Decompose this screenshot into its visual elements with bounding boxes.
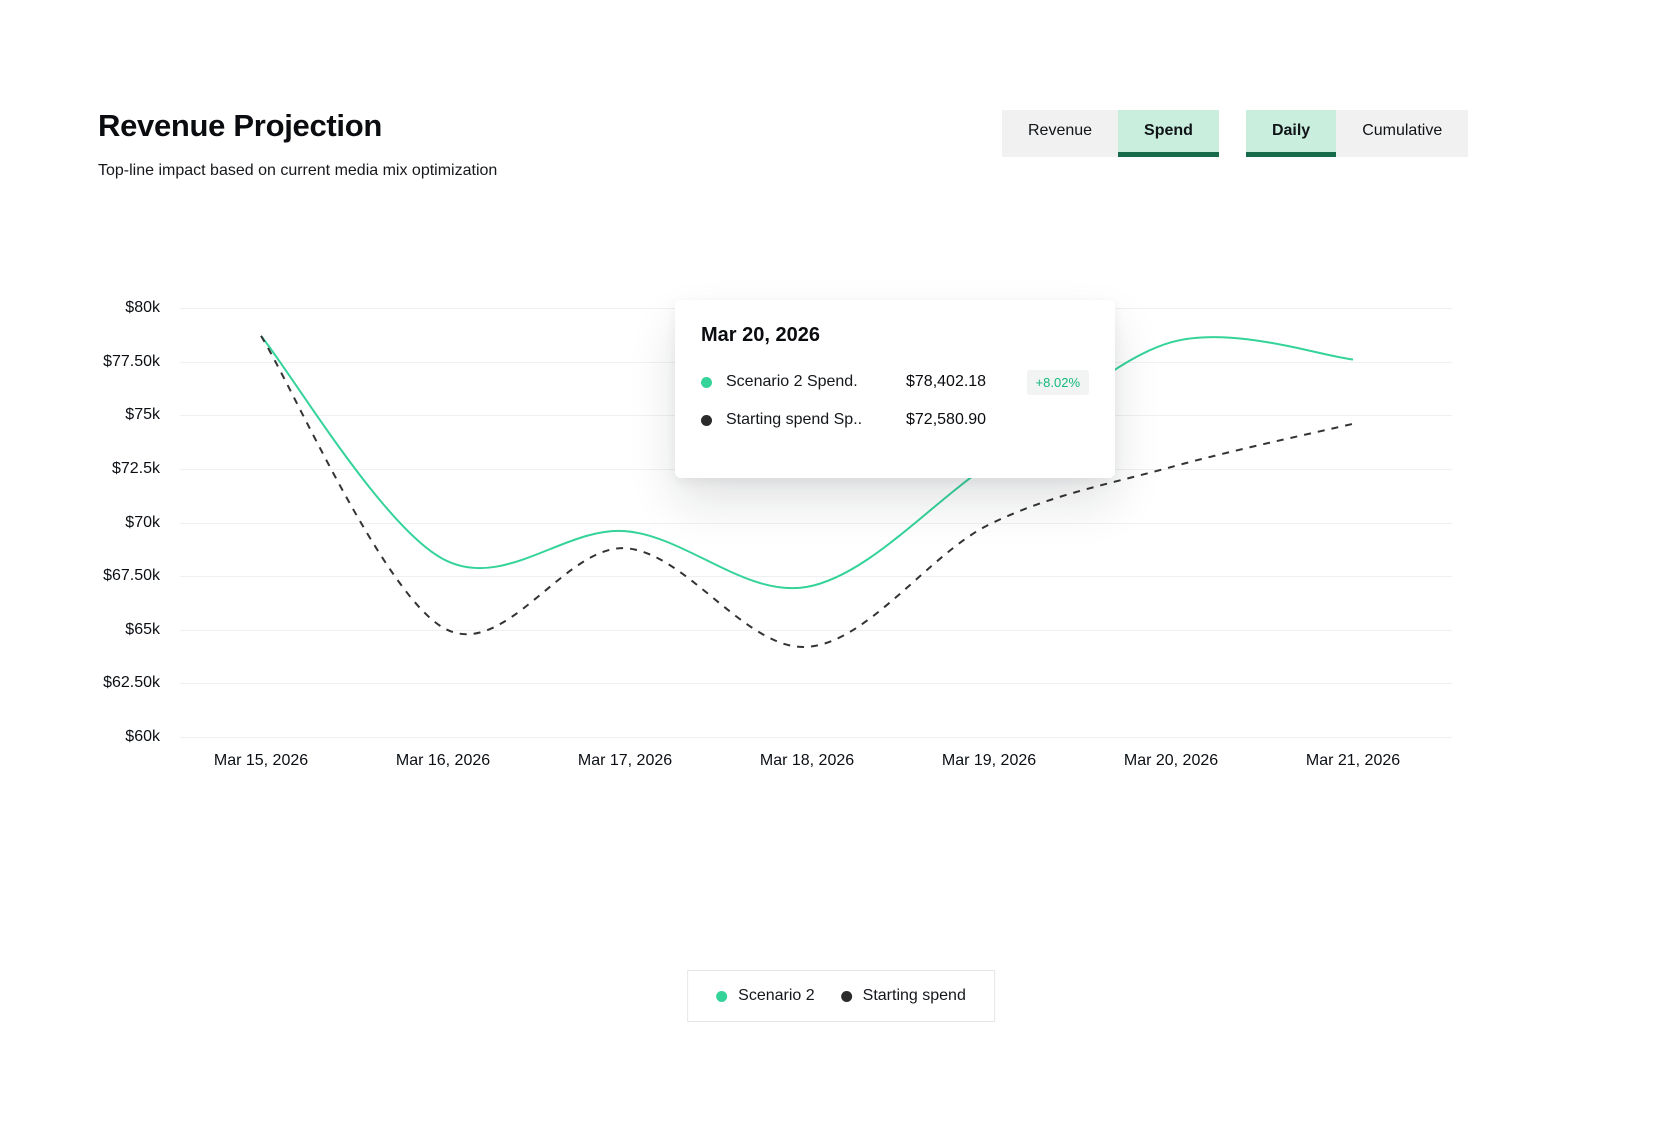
y-axis-tick: $67.50k [103, 567, 160, 585]
period-toggle-group: Daily Cumulative [1245, 110, 1469, 157]
toggle-cumulative[interactable]: Cumulative [1336, 110, 1469, 157]
y-axis-tick: $70k [125, 513, 160, 531]
tooltip-series-value: $78,402.18 [906, 373, 987, 390]
x-axis-tick: Mar 18, 2026 [759, 752, 855, 769]
legend-dot-icon [840, 990, 852, 1002]
toggle-bar: Revenue Spend Daily Cumulative [1002, 110, 1469, 157]
series-dot-icon [701, 376, 712, 388]
gridline [180, 522, 1452, 524]
y-axis-tick: $60k [125, 728, 160, 745]
x-axis-tick: Mar 15, 2026 [213, 752, 309, 769]
gridline [180, 576, 1452, 578]
gridline [180, 737, 1452, 738]
chart-header: Revenue Projection Top-line impact based… [98, 108, 497, 180]
chart-tooltip: Mar 20, 2026 Scenario 2 Spend. $78,402.18… [675, 300, 1115, 478]
page-title: Revenue Projection [98, 108, 383, 143]
page-subtitle: Top-line impact based on current media m… [98, 162, 498, 179]
x-axis-tick: Mar 17, 2026 [577, 752, 673, 769]
legend-label: Scenario 2 [738, 987, 815, 1004]
series-line-scenario-2 [260, 335, 1354, 590]
percent-change-badge: +8.02% [1026, 369, 1089, 395]
chart-legend: Scenario 2 Starting spend [687, 970, 995, 1022]
toggle-spend[interactable]: Spend [1118, 110, 1219, 157]
gridline [180, 683, 1452, 685]
y-axis-tick: $62.50k [103, 674, 160, 692]
chart-canvas[interactable] [180, 308, 1452, 757]
x-axis-tick: Mar 21, 2026 [1305, 752, 1401, 769]
tooltip-date: Mar 20, 2026 [701, 324, 820, 346]
y-axis-tick: $72.5k [111, 459, 160, 477]
x-axis-tick: Mar 20, 2026 [1123, 752, 1219, 769]
legend-label: Starting spend [862, 987, 966, 1004]
metric-toggle-group: Revenue Spend [1002, 110, 1219, 157]
y-axis-tick: $77.50k [103, 352, 160, 370]
series-line-starting-spend [260, 335, 1354, 648]
y-axis-tick: $65k [125, 620, 160, 638]
legend-item-scenario-2[interactable]: Scenario 2 [716, 987, 815, 1005]
gridline [180, 629, 1452, 631]
tooltip-row: Starting spend Sp.. $72,580.90 [701, 405, 1089, 435]
toggle-revenue[interactable]: Revenue [1002, 110, 1119, 157]
tooltip-row: Scenario 2 Spend. $78,402.18 +8.02% [701, 367, 1089, 397]
x-axis-tick: Mar 19, 2026 [941, 752, 1037, 769]
legend-item-starting-spend[interactable]: Starting spend [840, 987, 966, 1005]
y-axis-tick: $80k [125, 299, 160, 316]
x-axis-tick: Mar 16, 2026 [395, 752, 491, 769]
tooltip-series-name: Scenario 2 Spend. [726, 373, 858, 390]
tooltip-series-value: $72,580.90 [906, 411, 987, 428]
y-axis-tick: $75k [125, 406, 160, 424]
toggle-daily[interactable]: Daily [1245, 110, 1337, 157]
legend-dot-icon [716, 990, 728, 1002]
tooltip-series-name: Starting spend Sp.. [726, 411, 863, 428]
series-dot-icon [701, 414, 712, 426]
